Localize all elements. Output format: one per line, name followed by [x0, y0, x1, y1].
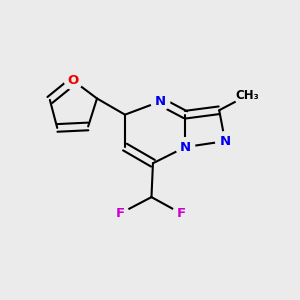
Text: N: N — [180, 141, 191, 154]
Circle shape — [216, 132, 235, 151]
Circle shape — [112, 205, 129, 221]
Circle shape — [173, 205, 189, 221]
Text: F: F — [116, 207, 125, 220]
Circle shape — [64, 72, 82, 90]
Text: N: N — [155, 95, 166, 108]
Text: N: N — [220, 135, 231, 148]
Text: CH₃: CH₃ — [235, 89, 259, 102]
Text: O: O — [68, 74, 79, 87]
Circle shape — [176, 138, 195, 157]
Circle shape — [235, 83, 260, 108]
Text: F: F — [176, 207, 185, 220]
Circle shape — [151, 92, 170, 111]
